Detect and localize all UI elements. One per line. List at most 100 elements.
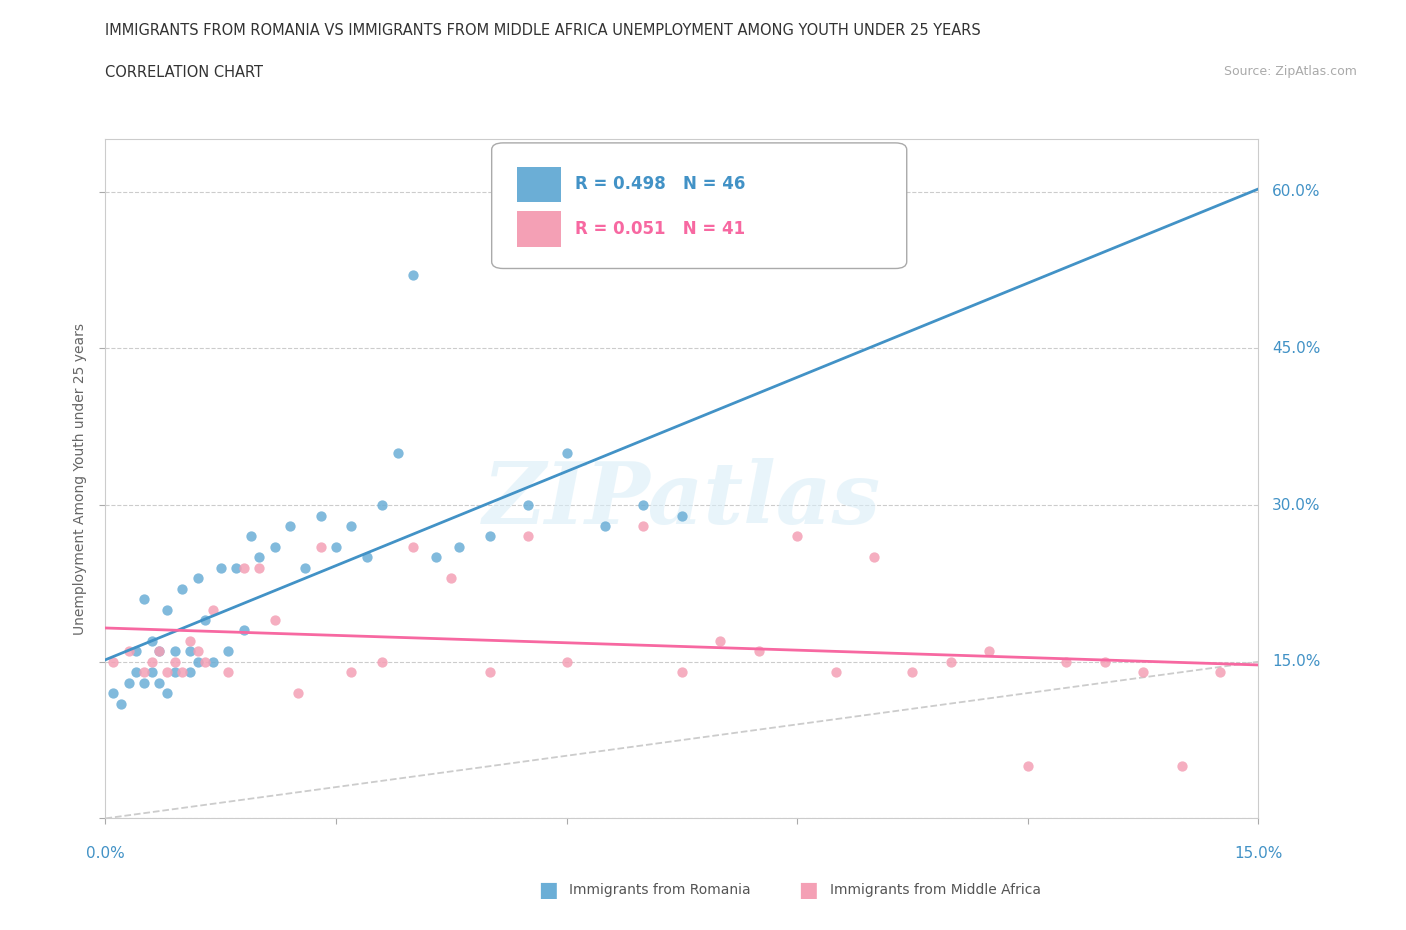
Text: ■: ■ [538,880,558,900]
Text: 45.0%: 45.0% [1272,341,1320,356]
Point [163,665,186,680]
Bar [517,166,561,202]
Y-axis label: Unemployment Among Youth under 25 years: Unemployment Among Youth under 25 years [73,323,87,635]
Text: R = 0.051   N = 41: R = 0.051 N = 41 [575,220,745,238]
Point [172,665,194,680]
FancyBboxPatch shape [492,143,907,269]
Point [555,655,578,670]
Point [447,539,470,554]
Point [1209,665,1232,680]
Point [163,644,186,658]
Text: Source: ZipAtlas.com: Source: ZipAtlas.com [1223,65,1357,78]
Point [371,498,394,512]
Point [225,560,247,575]
Text: R = 0.498   N = 46: R = 0.498 N = 46 [575,176,745,193]
Text: Immigrants from Middle Africa: Immigrants from Middle Africa [830,883,1040,897]
Point [179,665,201,680]
Point [263,539,285,554]
Point [387,445,409,460]
Point [517,529,540,544]
Point [202,602,225,617]
Text: 60.0%: 60.0% [1272,184,1320,199]
Point [179,644,201,658]
Point [939,655,962,670]
Text: IMMIGRANTS FROM ROMANIA VS IMMIGRANTS FROM MIDDLE AFRICA UNEMPLOYMENT AMONG YOUT: IMMIGRANTS FROM ROMANIA VS IMMIGRANTS FR… [105,23,981,38]
Point [110,696,132,711]
Point [194,655,217,670]
Point [194,613,217,628]
Point [172,581,194,596]
Point [1054,655,1077,670]
Point [141,655,163,670]
Point [101,655,124,670]
Point [356,550,378,565]
Point [863,550,886,565]
Point [517,498,540,512]
Point [555,445,578,460]
Point [901,665,924,680]
Point [101,685,124,700]
Point [440,571,463,586]
Point [478,665,501,680]
Point [148,644,170,658]
Point [125,665,148,680]
Text: ZIPatlas: ZIPatlas [482,458,882,541]
Point [217,644,239,658]
Point [478,529,501,544]
Point [709,633,731,648]
Point [325,539,347,554]
Point [263,613,285,628]
Point [340,519,363,534]
Point [278,519,301,534]
Point [824,665,846,680]
Point [371,655,394,670]
Point [671,508,693,523]
Point [232,623,254,638]
Point [1094,655,1116,670]
Point [132,665,155,680]
Point [209,560,232,575]
Point [671,665,693,680]
Point [202,655,225,670]
Point [217,665,239,680]
Point [633,498,655,512]
Point [232,560,254,575]
Point [156,685,179,700]
Point [748,644,770,658]
Point [309,508,332,523]
Point [141,633,163,648]
Point [187,655,209,670]
Point [633,519,655,534]
Text: 15.0%: 15.0% [1272,654,1320,670]
Point [141,665,163,680]
Point [187,644,209,658]
Bar [517,211,561,246]
Point [402,539,425,554]
Text: ■: ■ [799,880,818,900]
Point [148,644,170,658]
Point [156,665,179,680]
Point [132,675,155,690]
Point [247,560,270,575]
Point [240,529,263,544]
Point [132,591,155,606]
Point [247,550,270,565]
Point [786,529,808,544]
Point [979,644,1001,658]
Point [340,665,363,680]
Point [117,675,139,690]
Point [294,560,316,575]
Point [1017,759,1039,774]
Text: 0.0%: 0.0% [86,846,125,861]
Point [425,550,447,565]
Point [148,675,170,690]
Point [179,633,201,648]
Point [125,644,148,658]
Text: Immigrants from Romania: Immigrants from Romania [569,883,751,897]
Point [117,644,139,658]
Text: CORRELATION CHART: CORRELATION CHART [105,65,263,80]
Point [593,519,616,534]
Text: 15.0%: 15.0% [1234,846,1282,861]
Point [1170,759,1192,774]
Point [163,655,186,670]
